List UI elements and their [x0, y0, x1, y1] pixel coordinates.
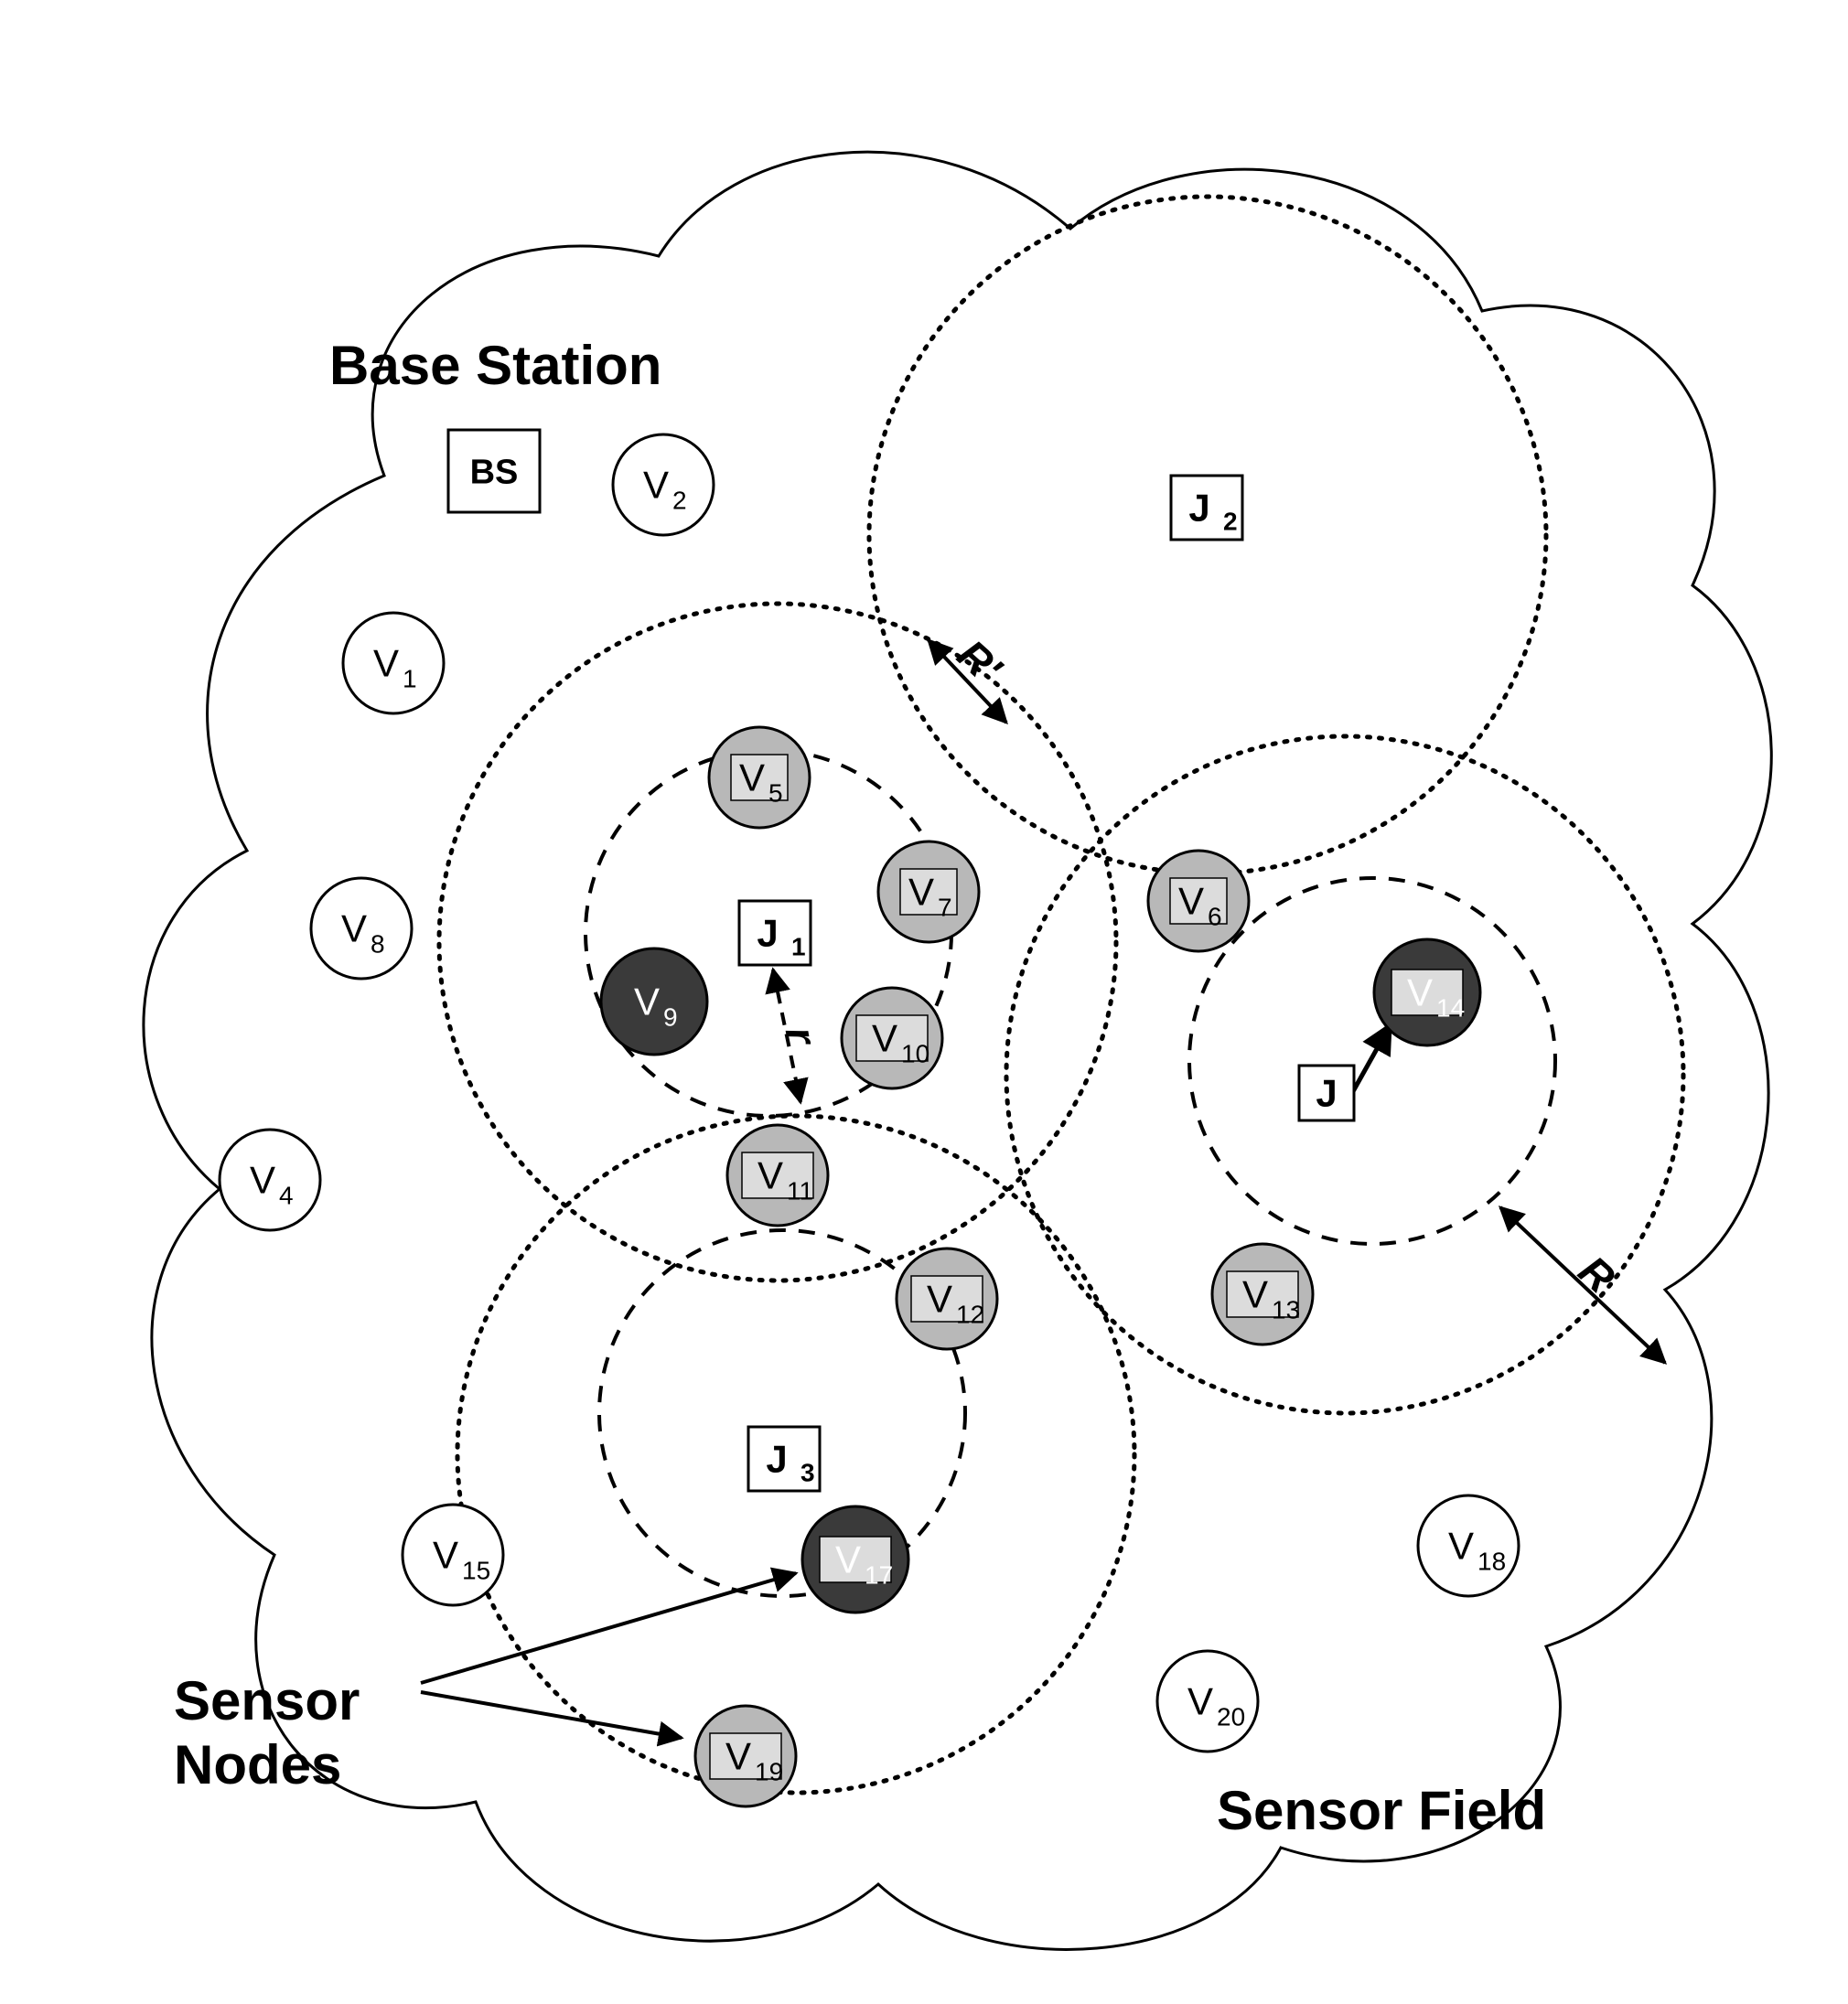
- sensor-node: V18: [1418, 1495, 1519, 1596]
- node-label: V: [250, 1159, 275, 1202]
- svg-text:r: r: [777, 1023, 827, 1050]
- box-label: J: [1316, 1072, 1337, 1115]
- radius-annotation: r: [773, 970, 826, 1102]
- sensor-node: V13: [1212, 1244, 1313, 1345]
- radius-annotation: R: [1500, 1207, 1665, 1363]
- node-label: V: [1242, 1273, 1268, 1316]
- node-label: V: [739, 756, 765, 799]
- node-label: V: [927, 1278, 952, 1321]
- node-label: V: [908, 871, 934, 914]
- node-label: V: [872, 1017, 897, 1060]
- sensor-node: V19: [695, 1706, 796, 1806]
- sensor-node: V11: [727, 1125, 828, 1226]
- sensor-nodes-label: Sensor: [174, 1670, 360, 1731]
- sensor-node: V4: [220, 1130, 320, 1230]
- sensor-node: V14: [1374, 939, 1480, 1045]
- svg-text:1: 1: [403, 665, 417, 693]
- pointer-arrow: [1352, 1024, 1391, 1093]
- sensor-node: V1: [343, 613, 444, 713]
- svg-text:20: 20: [1217, 1703, 1245, 1731]
- jammer-box: BS: [448, 430, 540, 512]
- node-label: V: [1187, 1680, 1213, 1723]
- svg-text:2: 2: [1223, 508, 1238, 536]
- node-label: V: [835, 1538, 861, 1581]
- svg-text:3: 3: [800, 1459, 815, 1487]
- svg-text:7: 7: [938, 894, 952, 922]
- svg-text:4: 4: [279, 1182, 294, 1210]
- node-label: V: [643, 464, 669, 507]
- sensor-node: V12: [897, 1248, 997, 1349]
- svg-text:15: 15: [462, 1557, 490, 1585]
- svg-text:9: 9: [663, 1003, 678, 1032]
- node-label: V: [433, 1534, 458, 1577]
- section-title: Base Station: [329, 335, 661, 396]
- node-label: V: [341, 907, 367, 950]
- svg-text:13: 13: [1272, 1296, 1300, 1324]
- svg-text:R': R': [949, 630, 1012, 694]
- box-label: BS: [470, 453, 519, 491]
- jammer-box: J1: [739, 901, 811, 965]
- sensor-node: V10: [842, 988, 942, 1088]
- svg-text:12: 12: [956, 1301, 984, 1329]
- sensor-node: V7: [878, 841, 979, 942]
- node-label: V: [373, 642, 399, 685]
- jammer-box: J3: [748, 1427, 820, 1491]
- sensor-node: V5: [709, 727, 810, 828]
- node-label: V: [1407, 971, 1433, 1014]
- node-label: V: [1448, 1525, 1474, 1568]
- jammer-box: J: [1299, 1066, 1354, 1120]
- svg-text:1: 1: [791, 933, 806, 961]
- svg-text:14: 14: [1436, 994, 1465, 1023]
- svg-text:19: 19: [755, 1758, 783, 1786]
- svg-text:10: 10: [901, 1040, 929, 1068]
- svg-text:18: 18: [1477, 1548, 1506, 1576]
- svg-text:6: 6: [1208, 903, 1222, 931]
- sensor-nodes-label: Nodes: [174, 1734, 341, 1795]
- node-label: V: [634, 981, 660, 1023]
- sensor-node: V6: [1148, 851, 1249, 951]
- sensor-node: V2: [613, 434, 714, 535]
- box-label: J: [1188, 487, 1209, 530]
- sensor-node: V9: [601, 948, 707, 1055]
- svg-text:8: 8: [371, 930, 385, 959]
- node-label: V: [757, 1154, 783, 1197]
- sensor-node: V15: [403, 1505, 503, 1605]
- sensor-node: V8: [311, 878, 412, 979]
- section-title: Sensor Field: [1217, 1780, 1546, 1841]
- node-label: V: [1178, 880, 1204, 923]
- svg-text:5: 5: [768, 779, 783, 808]
- pointer-arrow: [421, 1692, 682, 1738]
- node-label: V: [725, 1735, 751, 1778]
- svg-text:2: 2: [672, 487, 687, 515]
- sensor-node: V20: [1157, 1651, 1258, 1752]
- sensor-node: V17: [802, 1506, 908, 1613]
- svg-text:R: R: [1570, 1247, 1624, 1302]
- box-label: J: [766, 1438, 787, 1481]
- svg-text:11: 11: [787, 1177, 813, 1206]
- svg-text:17: 17: [865, 1561, 893, 1590]
- jammer-box: J2: [1171, 476, 1242, 540]
- box-label: J: [757, 912, 778, 955]
